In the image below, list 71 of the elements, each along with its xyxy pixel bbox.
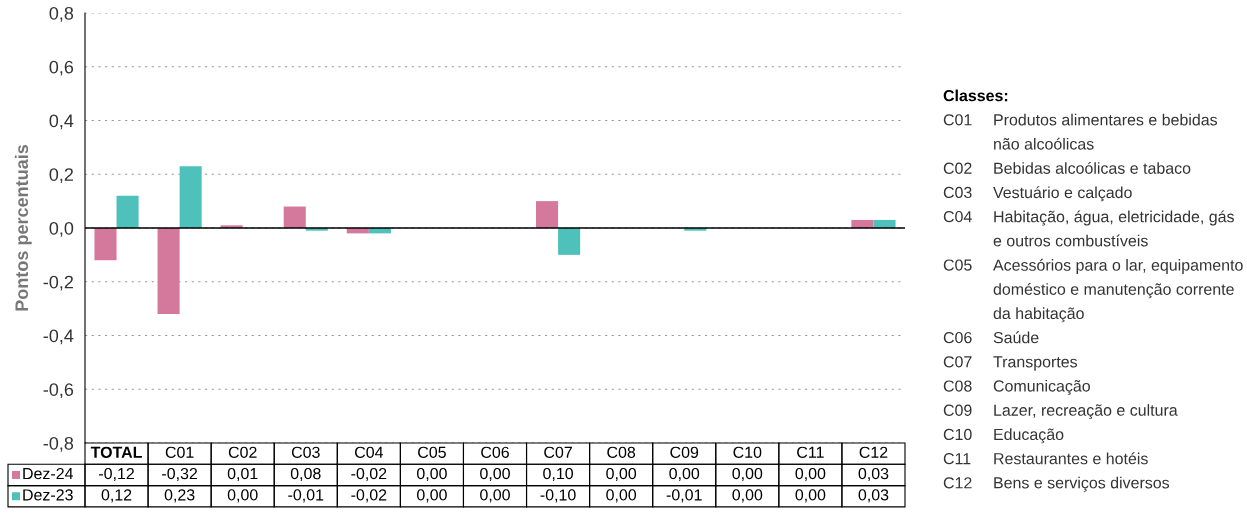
data-label: 0,23 xyxy=(164,489,195,503)
data-label: 0,00 xyxy=(795,489,826,503)
data-label: 0,00 xyxy=(606,489,637,503)
text: C12 Bens e serviços diversos xyxy=(943,476,1170,492)
x-tick-label: C08 xyxy=(607,446,636,458)
text: C08 Comunicação xyxy=(943,379,1090,395)
bar xyxy=(536,201,559,228)
bar xyxy=(179,166,202,228)
y-tick-label: 0,0 xyxy=(49,221,74,237)
x-tick-label: C07 xyxy=(544,446,572,458)
text: C04 Habitação, água, eletricidade, gás e outros combustíveis xyxy=(943,210,1234,247)
data-label: 0,00 xyxy=(480,489,510,503)
data-label: 0,12 xyxy=(101,489,132,503)
x-tick-label: C11 xyxy=(797,446,824,458)
data-label: 0,03 xyxy=(858,467,889,482)
data-label: 0,08 xyxy=(290,467,321,482)
x-tick-label: C12 xyxy=(859,446,888,458)
x-tick-label: TOTAL xyxy=(90,446,142,458)
legend-label: Dez-24 xyxy=(23,467,74,480)
y-tick-label: 0,6 xyxy=(49,60,74,76)
data-label: 0,00 xyxy=(417,467,447,482)
data-label: 0,00 xyxy=(732,467,763,482)
data-label: 0,01 xyxy=(227,467,258,482)
text: C07 Transportes xyxy=(943,356,1078,371)
legend-label: Dez-23 xyxy=(23,489,73,501)
bar xyxy=(558,228,581,255)
bar xyxy=(116,195,139,228)
data-label: 0,00 xyxy=(669,467,700,482)
x-tick-label: C09 xyxy=(670,446,699,458)
data-label: 0,03 xyxy=(858,489,889,503)
data-label: -0,12 xyxy=(99,467,134,482)
bar xyxy=(94,228,117,261)
x-tick-label: C05 xyxy=(418,446,446,458)
x-tick-label: C06 xyxy=(481,446,509,458)
data-label: -0,01 xyxy=(288,489,324,503)
data-label: 0,10 xyxy=(543,467,573,482)
text: C10 Educação xyxy=(943,428,1064,444)
text: C06 Saúde xyxy=(943,331,1039,344)
y-tick-label: -0,4 xyxy=(43,329,74,345)
y-tick-label: -0,8 xyxy=(43,436,74,452)
x-tick-label: C10 xyxy=(733,446,762,458)
y-tick-label: -0,6 xyxy=(43,383,74,399)
data-label: 0,00 xyxy=(795,467,826,482)
text: C05 Acessórios para o lar, equipamento doméstico e manutenção corrente da habitação xyxy=(943,258,1243,323)
data-label: 0,00 xyxy=(227,489,258,503)
x-tick-label: C03 xyxy=(291,446,320,458)
text: C11 Restaurantes e hotéis xyxy=(943,452,1148,465)
data-label: 0,00 xyxy=(480,467,510,482)
data-label: -0,02 xyxy=(351,489,387,503)
y-tick-label: -0,2 xyxy=(43,275,73,291)
data-label: 0,00 xyxy=(606,467,637,482)
bar xyxy=(283,206,306,228)
text: C03 Vestuário e calçado xyxy=(943,186,1132,202)
data-label: 0,00 xyxy=(732,489,763,503)
text: Classes: xyxy=(943,89,1008,102)
text: C01 Produtos alimentares e bebidas não alcoólicas xyxy=(943,113,1218,150)
data-label: -0,32 xyxy=(162,467,198,482)
data-label: -0,02 xyxy=(351,467,387,482)
bar xyxy=(157,228,180,314)
y-tick-label: 0,8 xyxy=(49,6,74,22)
y-tick-label: 0,4 xyxy=(49,114,74,130)
text: C02 Bebidas alcoólicas e tabaco xyxy=(943,161,1191,174)
text: C09 Lazer, recreação e cultura xyxy=(943,404,1178,420)
y-axis-title: Pontos percentuais xyxy=(14,144,32,311)
x-tick-label: C02 xyxy=(228,446,257,458)
x-tick-label: C04 xyxy=(355,446,384,458)
data-label: -0,10 xyxy=(540,489,576,503)
data-label: 0,00 xyxy=(417,489,447,503)
y-tick-label: 0,2 xyxy=(49,168,73,184)
x-tick-label: C01 xyxy=(165,446,194,458)
data-label: -0,01 xyxy=(666,489,702,503)
